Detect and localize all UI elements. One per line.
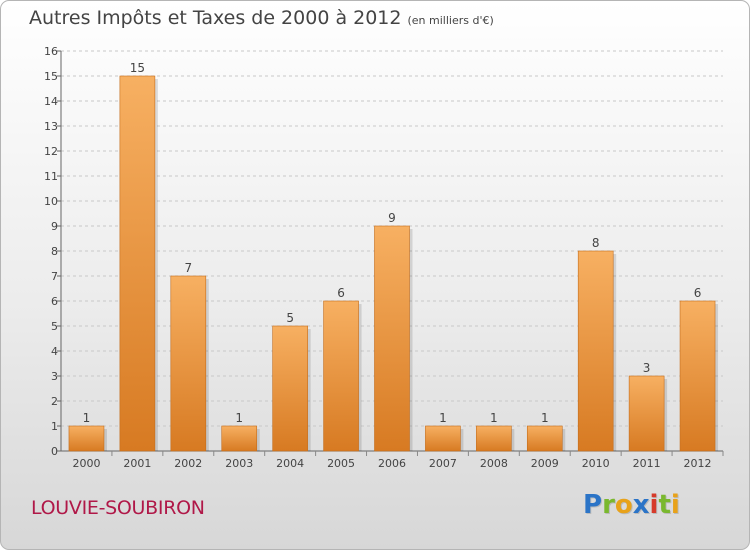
y-tick-label: 15 <box>44 70 58 83</box>
bar <box>68 425 105 452</box>
x-tick-label: 2009 <box>531 457 559 470</box>
x-tick-label: 2003 <box>225 457 253 470</box>
logo-letter: o <box>614 490 633 520</box>
data-label: 1 <box>541 411 549 425</box>
proxiti-logo: Proxiti <box>583 490 680 520</box>
x-tick-label: 2000 <box>72 457 100 470</box>
logo-letter: x <box>632 490 650 520</box>
x-tick-label: 2008 <box>480 457 508 470</box>
x-tick-label: 2006 <box>378 457 406 470</box>
commune-name: LOUVIE-SOUBIRON <box>31 497 205 519</box>
bar <box>679 300 716 452</box>
data-label: 15 <box>130 61 145 75</box>
logo-letter: i <box>670 490 680 520</box>
logo-letter: t <box>658 490 671 520</box>
y-tick-label: 14 <box>44 95 58 108</box>
bar <box>425 425 461 452</box>
bar <box>476 425 512 452</box>
x-tick-label: 2011 <box>633 457 661 470</box>
bar <box>119 75 156 452</box>
bar <box>170 275 207 452</box>
chart-title: Autres Impôts et Taxes de 2000 à 2012 (en… <box>29 7 494 29</box>
y-tick-label: 10 <box>44 195 58 208</box>
x-tick-label: 2005 <box>327 457 355 470</box>
data-label: 1 <box>490 411 498 425</box>
data-label: 9 <box>388 211 396 225</box>
y-tick-label: 4 <box>51 345 58 358</box>
x-tick-label: 2001 <box>123 457 151 470</box>
bar <box>221 425 258 452</box>
title-text: Autres Impôts et Taxes de 2000 à 2012 <box>29 7 402 29</box>
x-tick-label: 2010 <box>582 457 610 470</box>
bars <box>68 75 719 452</box>
data-label: 6 <box>337 286 345 300</box>
x-tick-label: 2002 <box>174 457 202 470</box>
y-tick-label: 13 <box>44 120 58 133</box>
logo-letter: r <box>602 490 615 520</box>
y-tick-label: 7 <box>51 270 58 283</box>
y-tick-label: 2 <box>51 395 58 408</box>
bar <box>577 250 614 452</box>
x-tick-label: 2012 <box>684 457 712 470</box>
chart-subtitle: (en milliers d'€) <box>407 14 494 27</box>
x-tick-label: 2004 <box>276 457 304 470</box>
data-label: 1 <box>235 411 243 425</box>
y-tick-label: 6 <box>51 295 58 308</box>
data-label: 1 <box>439 411 447 425</box>
data-label: 5 <box>286 311 294 325</box>
y-tick-label: 11 <box>44 170 58 183</box>
data-label: 7 <box>184 261 192 275</box>
data-label: 1 <box>83 411 91 425</box>
y-tick-label: 0 <box>51 445 58 458</box>
x-tick-label: 2007 <box>429 457 457 470</box>
y-tick-label: 1 <box>51 420 58 433</box>
data-label: 6 <box>694 286 702 300</box>
y-tick-label: 16 <box>44 45 58 58</box>
bar <box>323 300 359 452</box>
bar <box>374 225 410 452</box>
y-tick-label: 5 <box>51 320 58 333</box>
data-label: 8 <box>592 236 600 250</box>
logo-letter: P <box>583 490 603 520</box>
bar <box>628 375 665 452</box>
data-label: 3 <box>643 361 651 375</box>
logo-letter: i <box>649 490 659 520</box>
y-tick-label: 8 <box>51 245 58 258</box>
y-tick-label: 12 <box>44 145 58 158</box>
y-tick-label: 3 <box>51 370 58 383</box>
bar <box>272 325 308 452</box>
y-tick-label: 9 <box>51 220 58 233</box>
bar <box>526 425 563 452</box>
